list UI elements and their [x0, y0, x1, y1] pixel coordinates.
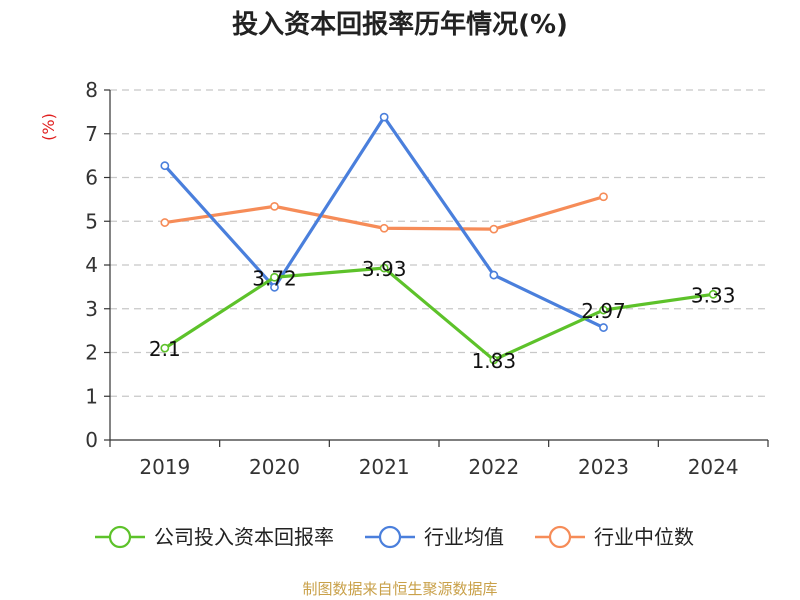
legend-item[interactable]: 公司投入资本回报率 — [95, 525, 334, 549]
data-point — [599, 192, 608, 202]
series-2 — [160, 192, 608, 234]
y-tick-label: 0 — [85, 428, 98, 452]
x-tick-label: 2019 — [139, 455, 190, 479]
data-point — [489, 355, 499, 365]
y-tick-label: 7 — [85, 122, 98, 146]
legend-item[interactable]: 行业中位数 — [535, 525, 694, 549]
data-point — [708, 289, 718, 299]
data-point — [270, 282, 279, 292]
y-tick-label: 5 — [85, 209, 98, 233]
legend-item[interactable]: 行业均值 — [365, 525, 504, 549]
x-tick-label: 2023 — [578, 455, 629, 479]
y-tick-label: 3 — [85, 297, 98, 321]
y-tick-label: 2 — [85, 341, 98, 365]
legend-marker — [378, 525, 402, 549]
data-label: 2.97 — [581, 299, 626, 323]
x-tick-label: 2021 — [359, 455, 410, 479]
y-tick-label: 4 — [85, 253, 98, 277]
data-point — [160, 161, 170, 171]
axes: 0 1 2 3 4 5 6 7 8 2019 2020 2021 2022 2023 2024 — [85, 78, 769, 479]
y-tick-label: 1 — [85, 384, 98, 408]
data-point — [599, 323, 608, 332]
series-0 — [160, 263, 718, 365]
data-point — [270, 201, 279, 211]
data-point — [160, 218, 170, 227]
y-axis-unit-label: (%) — [39, 113, 58, 141]
data-label: 3.93 — [362, 257, 407, 281]
series-line — [163, 115, 605, 330]
x-tick-label: 2020 — [249, 455, 300, 479]
series-1 — [160, 112, 608, 332]
source-note: 制图数据来自恒生聚源数据库 — [302, 580, 497, 598]
legend-label: 公司投入资本回报率 — [154, 525, 334, 549]
data-labels: 2.1 3.72 3.93 1.83 2.97 3.33 — [149, 257, 736, 373]
data-point — [379, 223, 389, 233]
y-tick-label: 8 — [85, 78, 98, 102]
x-tick-label: 2024 — [688, 455, 739, 479]
data-label: 3.72 — [252, 266, 297, 290]
data-point — [379, 263, 389, 273]
data-point — [489, 270, 499, 280]
series-lines — [160, 112, 718, 365]
legend[interactable]: 公司投入资本回报率 行业均值 行业中位数 — [95, 525, 694, 549]
data-label: 2.1 — [149, 337, 181, 361]
grid-lines — [110, 89, 768, 397]
data-label: 3.33 — [691, 283, 736, 307]
y-tick-label: 6 — [85, 166, 98, 190]
data-point — [160, 343, 170, 353]
legend-label: 行业均值 — [424, 525, 504, 549]
x-tick-label: 2022 — [468, 455, 519, 479]
legend-label: 行业中位数 — [594, 525, 694, 549]
data-point — [379, 112, 389, 122]
legend-marker — [548, 525, 572, 549]
data-label: 1.83 — [472, 349, 517, 373]
chart-title: 投入资本回报率历年情况(%) — [232, 9, 568, 40]
data-point — [599, 305, 608, 315]
legend-marker — [108, 525, 132, 549]
data-point — [270, 272, 279, 282]
data-point — [489, 224, 499, 234]
series-line — [163, 266, 714, 362]
